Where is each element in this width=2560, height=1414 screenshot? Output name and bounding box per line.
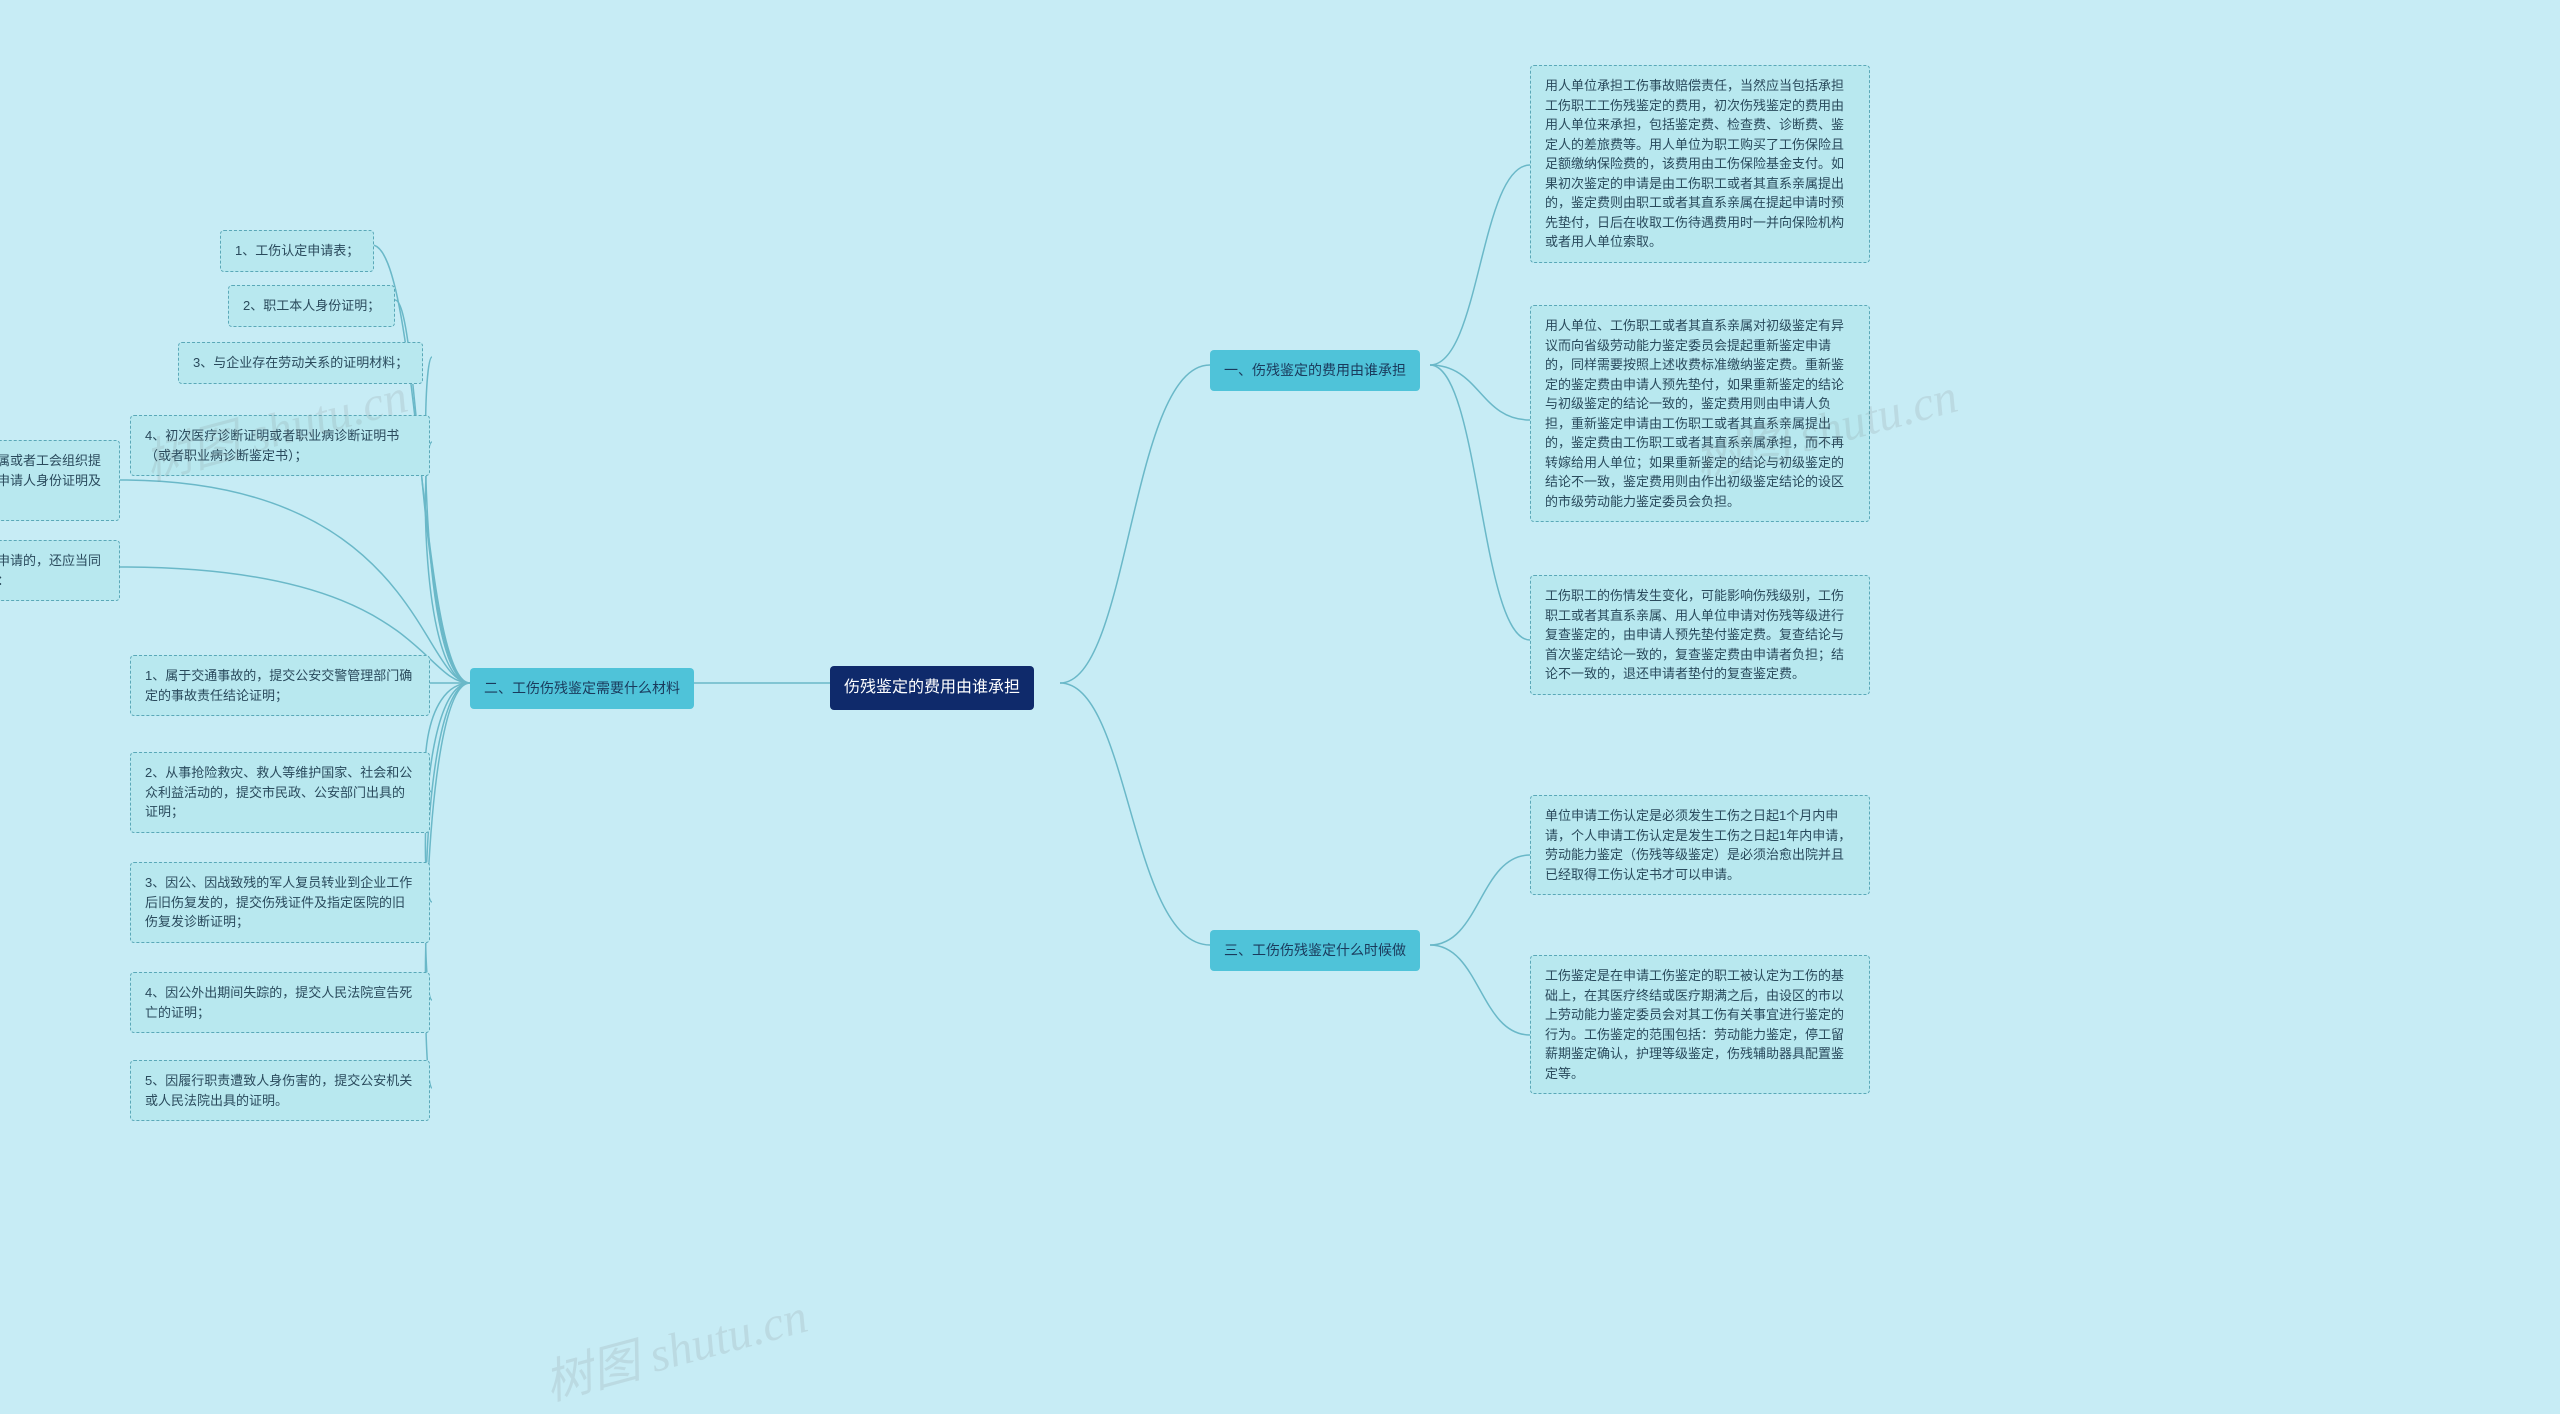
- leaf-b2-3[interactable]: 3、与企业存在劳动关系的证明材料；: [178, 342, 423, 384]
- leaf-b3-1[interactable]: 单位申请工伤认定是必须发生工伤之日起1个月内申请，个人申请工伤认定是发生工伤之日…: [1530, 795, 1870, 895]
- leaf-b2-6[interactable]: 有下列情形之一并提出工伤认定申请的，还应当同时提交相关部门出具的证据材料：: [0, 540, 120, 601]
- leaf-b2-4[interactable]: 4、初次医疗诊断证明或者职业病诊断证明书（或者职业病诊断鉴定书）；: [130, 415, 430, 476]
- leaf-b2-9[interactable]: 3、因公、因战致残的军人复员转业到企业工作后旧伤复发的，提交伤残证件及指定医院的…: [130, 862, 430, 943]
- branch-2[interactable]: 二、工伤伤残鉴定需要什么材料: [470, 668, 694, 709]
- leaf-b1-3[interactable]: 工伤职工的伤情发生变化，可能影响伤残级别，工伤职工或者其直系亲属、用人单位申请对…: [1530, 575, 1870, 695]
- leaf-b3-2[interactable]: 工伤鉴定是在申请工伤鉴定的职工被认定为工伤的基础上，在其医疗终结或医疗期满之后，…: [1530, 955, 1870, 1094]
- leaf-b2-5[interactable]: 职工本人无法申请、由其直系亲属或者工会组织提出工伤认定申请的，应同时提交申请人身…: [0, 440, 120, 521]
- leaf-b2-1[interactable]: 1、工伤认定申请表；: [220, 230, 374, 272]
- watermark-3: 树图 shutu.cn: [536, 1276, 814, 1413]
- leaf-b1-1[interactable]: 用人单位承担工伤事故赔偿责任，当然应当包括承担工伤职工工伤残鉴定的费用，初次伤残…: [1530, 65, 1870, 263]
- leaf-b2-11[interactable]: 5、因履行职责遭致人身伤害的，提交公安机关或人民法院出具的证明。: [130, 1060, 430, 1121]
- leaf-b2-2[interactable]: 2、职工本人身份证明；: [228, 285, 395, 327]
- leaf-b2-7[interactable]: 1、属于交通事故的，提交公安交警管理部门确定的事故责任结论证明；: [130, 655, 430, 716]
- root-node[interactable]: 伤残鉴定的费用由谁承担: [830, 666, 1034, 710]
- leaf-b2-10[interactable]: 4、因公外出期间失踪的，提交人民法院宣告死亡的证明；: [130, 972, 430, 1033]
- leaf-b2-8[interactable]: 2、从事抢险救灾、救人等维护国家、社会和公众利益活动的，提交市民政、公安部门出具…: [130, 752, 430, 833]
- branch-1[interactable]: 一、伤残鉴定的费用由谁承担: [1210, 350, 1420, 391]
- branch-3[interactable]: 三、工伤伤残鉴定什么时候做: [1210, 930, 1420, 971]
- leaf-b1-2[interactable]: 用人单位、工伤职工或者其直系亲属对初级鉴定有异议而向省级劳动能力鉴定委员会提起重…: [1530, 305, 1870, 522]
